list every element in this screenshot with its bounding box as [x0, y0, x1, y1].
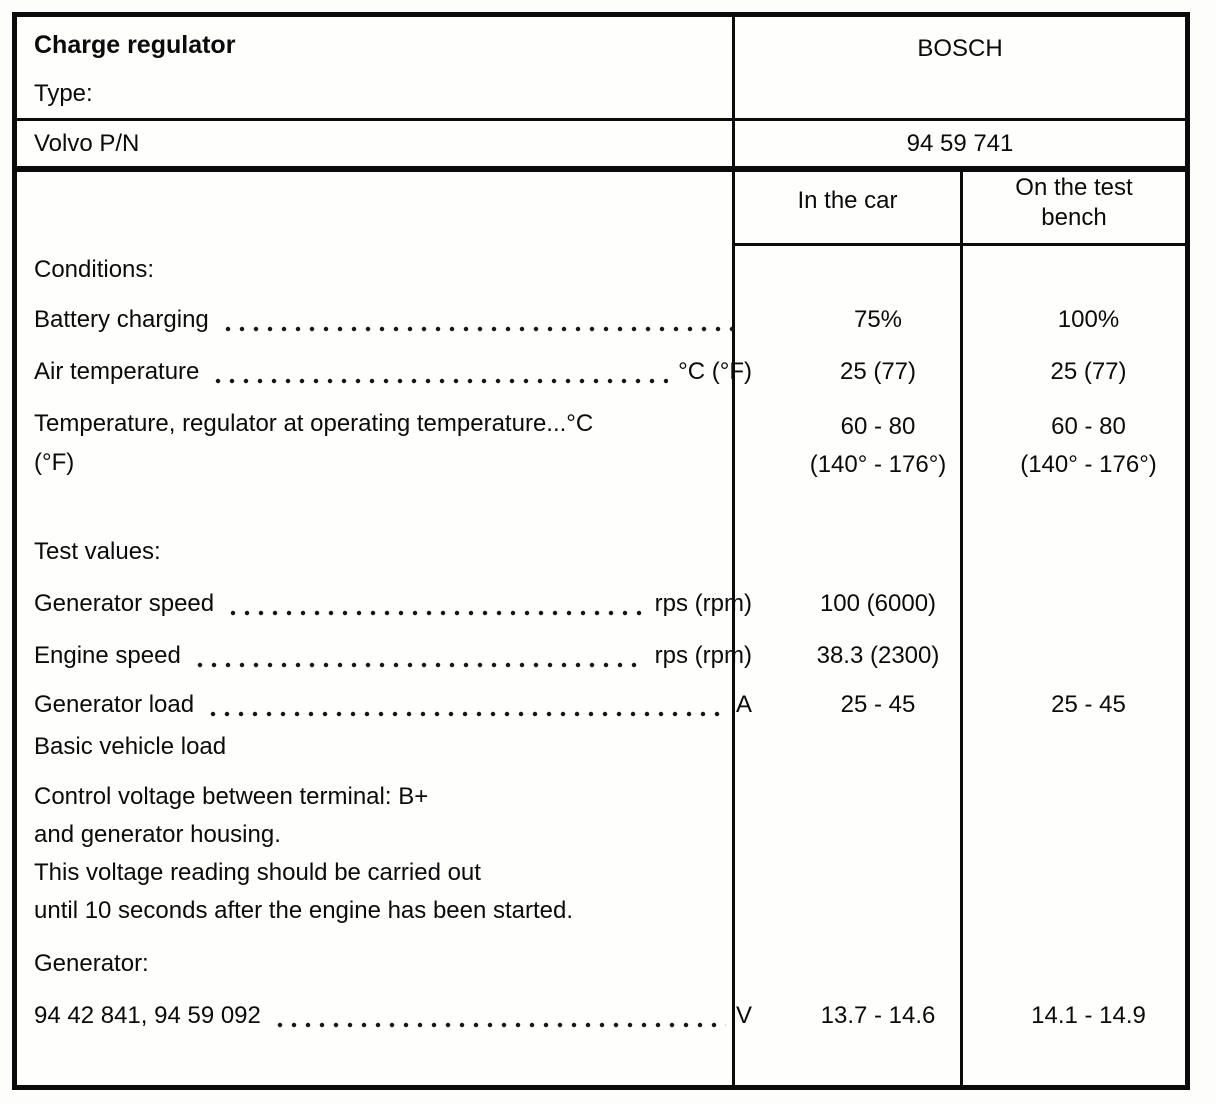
note-text: Control voltage between terminal: B+ [34, 783, 429, 810]
spec-unit: °C (°F) [678, 358, 752, 385]
spec-label: Air temperature [34, 358, 200, 385]
column-divider-left [732, 246, 735, 1085]
value-in-car: 25 - 45 [840, 691, 916, 718]
spacer [17, 506, 1185, 526]
spec-label-line1: Temperature, regulator at operating temp… [34, 410, 594, 437]
section-heading-row: Test values: [17, 526, 1185, 578]
column-divider-right [960, 246, 963, 1085]
spec-label: Generator speed [34, 590, 215, 617]
note-text: Basic vehicle load [34, 733, 227, 760]
empty-header-cell [17, 172, 735, 246]
value-in-car: 75% [853, 306, 903, 333]
spec-row-generator-load: Generator load A 25 - 45 25 - 45 [17, 682, 1185, 728]
leader-dots [272, 1022, 726, 1028]
leader-dots [192, 662, 645, 668]
leader-dots [220, 326, 742, 332]
spec-unit: V [735, 1002, 752, 1029]
value-in-car: 13.7 - 14.6 [820, 1002, 936, 1029]
spec-row-battery-charging: Battery charging 75% 100% [17, 294, 1185, 346]
spec-unit: rps (rpm) [654, 642, 752, 669]
value-test-bench: 14.1 - 14.9 [1031, 1002, 1146, 1029]
spec-label: Battery charging [34, 306, 209, 333]
value-in-car-line1: 60 - 80 [840, 413, 916, 440]
spec-unit: A [735, 691, 752, 718]
col-header-in-car: In the car [735, 172, 963, 246]
value-test-bench: 25 - 45 [1051, 691, 1126, 718]
value-test-bench [992, 630, 1185, 682]
column-header-row: In the car On the test bench [17, 172, 1185, 246]
spec-row-regulator-temperature: Temperature, regulator at operating temp… [17, 398, 1185, 506]
value-test-bench: 25 (77) [1050, 358, 1127, 385]
spec-unit: rps (rpm) [654, 590, 752, 617]
value-in-car: 38.3 (2300) [816, 642, 940, 669]
leader-dots [206, 711, 726, 717]
spec-row-air-temperature: Air temperature °C (°F) 25 (77) 25 (77) [17, 346, 1185, 398]
section-heading: Test values: [34, 538, 161, 565]
spec-row-generator-voltage: 94 42 841, 94 59 092 V 13.7 - 14.6 14.1 … [17, 990, 1185, 1042]
spec-label-line2: (°F) [34, 449, 75, 476]
spacer [17, 930, 1185, 938]
pn-label: Volvo P/N [17, 121, 735, 166]
spacer [17, 766, 1185, 778]
spec-table: Charge regulator Type: BOSCH Volvo P/N 9… [12, 12, 1190, 1090]
title-cell: Charge regulator Type: [17, 17, 735, 118]
note-row: Control voltage between terminal: B+ [17, 778, 1185, 816]
section-heading-row: Generator: [17, 938, 1185, 990]
note-row: and generator housing. [17, 816, 1185, 854]
spec-label: 94 42 841, 94 59 092 [34, 1002, 261, 1029]
leader-dots [211, 378, 669, 384]
title-row: Charge regulator Type: BOSCH [17, 17, 1185, 121]
brand-name: BOSCH [917, 35, 1003, 62]
page-title: Charge regulator [34, 31, 236, 59]
note-row: This voltage reading should be carried o… [17, 854, 1185, 892]
value-test-bench-line1: 60 - 80 [1051, 413, 1126, 440]
pn-value: 94 59 741 [906, 129, 1014, 157]
spec-label: Engine speed [34, 642, 181, 669]
table-body: Conditions: Battery charging 75% 100% Ai… [17, 246, 1185, 1085]
value-in-car-line2: (140° - 176°) [809, 451, 947, 478]
spec-label: Generator load [34, 691, 195, 718]
section-heading: Generator: [34, 950, 149, 977]
value-test-bench: 100% [1057, 306, 1120, 333]
type-label: Type: [34, 80, 93, 107]
note-row: until 10 seconds after the engine has be… [17, 892, 1185, 930]
section-heading: Conditions: [34, 256, 155, 283]
value-test-bench [992, 578, 1185, 630]
leader-dots [226, 610, 645, 616]
part-number-row: Volvo P/N 94 59 741 [17, 121, 1185, 172]
value-test-bench-line2: (140° - 176°) [1020, 451, 1157, 478]
section-heading-row: Conditions: [17, 246, 1185, 294]
note-text: and generator housing. [34, 821, 281, 848]
value-in-car: 25 (77) [839, 358, 917, 385]
note-row: Basic vehicle load [17, 728, 1185, 766]
value-in-car: 100 (6000) [819, 590, 937, 617]
spec-row-generator-speed: Generator speed rps (rpm) 100 (6000) [17, 578, 1185, 630]
spec-row-engine-speed: Engine speed rps (rpm) 38.3 (2300) [17, 630, 1185, 682]
note-text: This voltage reading should be carried o… [34, 859, 481, 886]
col-header-test-bench: On the test bench [963, 172, 1185, 246]
note-text: until 10 seconds after the engine has be… [34, 897, 574, 924]
